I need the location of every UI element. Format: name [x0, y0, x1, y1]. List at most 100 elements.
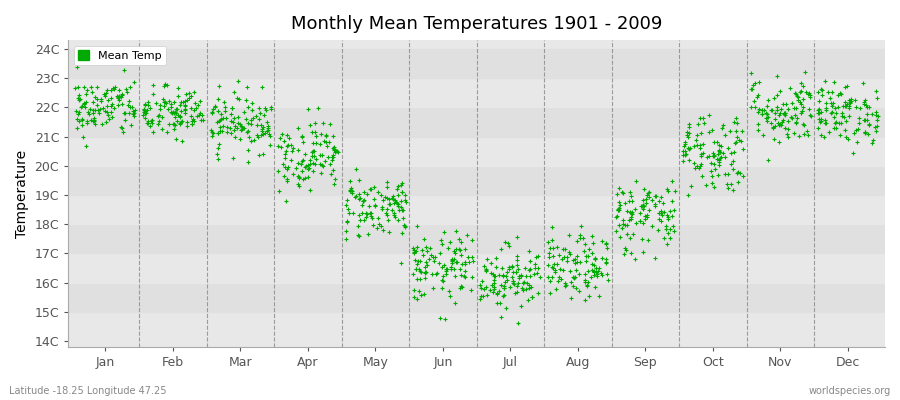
Point — [320, 142, 335, 149]
Point — [443, 292, 457, 299]
Point — [158, 99, 173, 106]
Point — [227, 115, 241, 121]
Point — [662, 216, 676, 222]
Point — [484, 270, 499, 276]
Point — [417, 236, 431, 243]
Point — [641, 190, 655, 196]
Point — [490, 299, 504, 306]
Point — [381, 217, 395, 224]
Point — [326, 133, 340, 140]
Point — [446, 248, 461, 254]
Point — [823, 129, 837, 136]
Point — [279, 148, 293, 154]
Point — [260, 119, 274, 125]
Point — [419, 268, 434, 275]
Point — [412, 276, 427, 282]
Point — [433, 315, 447, 321]
Point — [230, 125, 245, 132]
Point — [587, 268, 601, 274]
Point — [99, 90, 113, 96]
Point — [112, 93, 127, 99]
Point — [146, 91, 160, 97]
Point — [319, 138, 333, 145]
Point — [352, 196, 366, 202]
Point — [85, 89, 99, 95]
Point — [531, 252, 545, 259]
Point — [494, 282, 508, 288]
Point — [348, 192, 363, 199]
Point — [342, 187, 356, 194]
Point — [238, 96, 253, 103]
Point — [355, 210, 369, 216]
Point — [506, 278, 520, 284]
Point — [418, 269, 432, 276]
Point — [698, 182, 713, 188]
Point — [529, 270, 544, 276]
Point — [312, 140, 327, 147]
Point — [213, 111, 228, 117]
Point — [582, 246, 597, 252]
Point — [136, 112, 150, 118]
Point — [794, 101, 808, 107]
Point — [684, 182, 698, 189]
Point — [280, 132, 294, 138]
Point — [366, 196, 381, 202]
Point — [693, 115, 707, 122]
Point — [304, 152, 319, 159]
Point — [390, 186, 404, 192]
Point — [541, 262, 555, 268]
Point — [445, 256, 459, 262]
Point — [83, 106, 97, 112]
Point — [368, 202, 382, 209]
Point — [652, 198, 666, 204]
Point — [435, 284, 449, 291]
Point — [628, 256, 643, 262]
Point — [436, 228, 451, 235]
Point — [694, 151, 708, 157]
Point — [464, 286, 479, 293]
Point — [436, 278, 450, 284]
Point — [439, 271, 454, 277]
Point — [205, 129, 220, 135]
Point — [556, 254, 571, 260]
Point — [420, 261, 435, 268]
Point — [418, 244, 433, 250]
Point — [408, 256, 422, 263]
Point — [69, 108, 84, 114]
Point — [841, 136, 855, 143]
Point — [75, 103, 89, 109]
Point — [395, 206, 410, 213]
Point — [211, 96, 225, 102]
Point — [841, 82, 855, 89]
Point — [252, 104, 266, 111]
Point — [407, 294, 421, 300]
Point — [76, 116, 90, 122]
Point — [78, 104, 93, 110]
Point — [777, 110, 791, 116]
Point — [438, 268, 453, 275]
Point — [389, 198, 403, 205]
Point — [678, 140, 692, 147]
Point — [819, 120, 833, 127]
Point — [698, 120, 712, 126]
Point — [799, 88, 814, 95]
Point — [642, 206, 656, 213]
Point — [357, 197, 372, 203]
Point — [342, 178, 356, 184]
Point — [418, 269, 433, 276]
Point — [328, 148, 343, 154]
Point — [454, 252, 468, 258]
Point — [777, 110, 791, 117]
Point — [388, 214, 402, 220]
Point — [249, 132, 264, 138]
Point — [70, 95, 85, 102]
Point — [688, 137, 703, 143]
Point — [509, 252, 524, 259]
Point — [849, 104, 863, 110]
Point — [612, 205, 626, 212]
Point — [280, 176, 294, 182]
Point — [233, 122, 248, 129]
Point — [635, 205, 650, 212]
Point — [549, 286, 563, 292]
Point — [80, 118, 94, 124]
